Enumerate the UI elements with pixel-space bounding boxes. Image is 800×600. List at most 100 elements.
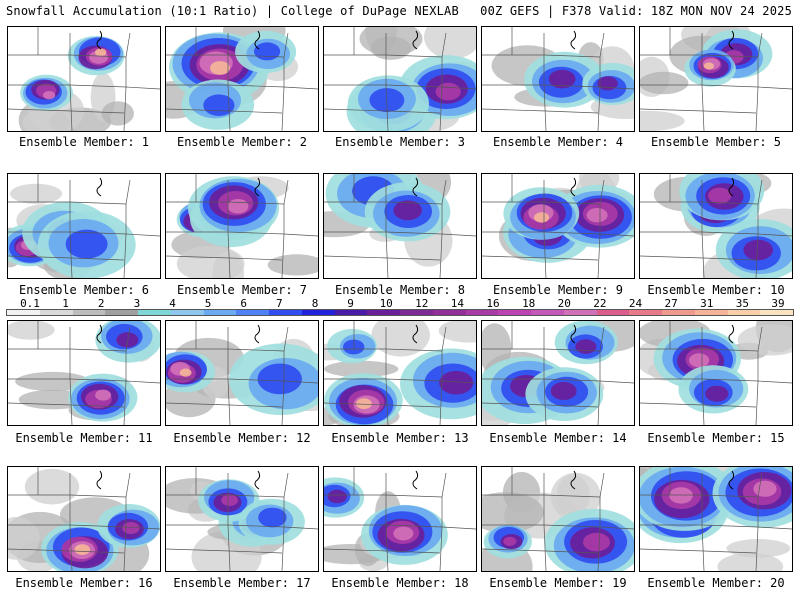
page-title: Snowfall Accumulation (10:1 Ratio) | Col…	[6, 4, 459, 18]
snow-contour	[717, 552, 784, 571]
state-boundary	[281, 233, 285, 278]
state-boundary	[385, 524, 389, 571]
snowfall-map	[166, 27, 318, 131]
colorbar-tick-label: 7	[275, 297, 283, 310]
state-boundary	[324, 255, 389, 259]
state-boundary	[69, 378, 73, 425]
state-boundary	[283, 86, 318, 90]
snowfall-map	[640, 321, 792, 425]
colorbar-tick-label: 39	[771, 297, 785, 310]
state-boundary	[703, 110, 757, 114]
state-boundary	[597, 380, 601, 425]
snowfall-map	[8, 27, 160, 131]
snowfall-map	[640, 174, 792, 278]
boundary-detail	[570, 30, 577, 50]
ensemble-map-13	[323, 320, 477, 426]
state-boundary	[166, 548, 231, 552]
ensemble-map-9	[481, 173, 635, 279]
state-boundary	[8, 548, 73, 552]
colorbar-tick-label: 16	[486, 297, 500, 310]
member-label: Ensemble Member: 11	[15, 431, 153, 445]
state-boundary	[229, 404, 283, 408]
colorbar-swatch	[465, 310, 499, 315]
ensemble-map-19	[481, 466, 635, 572]
ensemble-map-7	[165, 173, 319, 279]
state-boundary	[324, 108, 389, 112]
ensemble-map-6	[7, 173, 161, 279]
boundary-detail	[412, 324, 419, 344]
colorbar-swatch	[694, 310, 728, 315]
state-boundary	[441, 526, 476, 530]
colorbar-tick-label: 31	[700, 297, 714, 310]
colorbar-swatch	[138, 310, 171, 315]
snowfall-map	[324, 174, 476, 278]
boundary-detail	[254, 324, 261, 344]
state-boundary	[543, 524, 547, 571]
state-boundary	[441, 380, 476, 384]
snow-contour	[703, 62, 714, 70]
state-boundary	[482, 108, 547, 112]
snowfall-map	[482, 467, 634, 571]
member-label: Ensemble Member: 12	[173, 431, 311, 445]
snow-contour	[550, 382, 577, 400]
state-boundary	[125, 380, 160, 384]
state-boundary	[482, 402, 547, 406]
snow-contour	[708, 187, 732, 204]
boundary-detail	[412, 30, 419, 50]
state-boundary	[701, 84, 705, 131]
ensemble-map-20	[639, 466, 793, 572]
state-boundary	[123, 86, 127, 131]
snowfall-map	[166, 321, 318, 425]
snow-contour	[435, 82, 461, 101]
state-boundary	[439, 86, 443, 131]
state-boundary	[281, 86, 285, 131]
snowfall-map	[324, 321, 476, 425]
colorbar-tick-label: 6	[240, 297, 247, 310]
colorbar-swatch	[7, 310, 40, 315]
state-boundary	[755, 380, 759, 425]
snowfall-map	[8, 321, 160, 425]
snow-contour	[95, 389, 112, 401]
snow-contour	[640, 110, 685, 131]
state-boundary	[545, 404, 599, 408]
state-boundary	[439, 526, 443, 571]
state-boundary	[283, 526, 318, 530]
state-boundary	[597, 86, 601, 131]
snowfall-map	[166, 467, 318, 571]
member-label: Ensemble Member: 18	[331, 576, 469, 590]
colorbar-swatch	[367, 310, 400, 315]
snow-contour	[640, 71, 689, 95]
state-boundary	[640, 548, 705, 552]
state-boundary	[703, 550, 757, 554]
colorbar-swatch	[563, 310, 597, 315]
snow-contour	[371, 321, 430, 357]
snow-contour	[65, 229, 108, 259]
snow-contour	[95, 48, 107, 57]
state-boundary	[701, 524, 705, 571]
ensemble-map-5	[639, 26, 793, 132]
ensemble-map-10	[639, 173, 793, 279]
snow-contour	[203, 94, 235, 116]
state-boundary	[599, 86, 634, 90]
member-label: Ensemble Member: 6	[18, 283, 150, 297]
snow-contour	[705, 385, 729, 402]
state-boundary	[69, 84, 73, 131]
colorbar-swatch	[498, 310, 531, 315]
state-boundary	[703, 257, 757, 261]
member-label: Ensemble Member: 4	[492, 135, 624, 149]
boundary-detail	[254, 470, 261, 490]
state-boundary	[757, 233, 792, 237]
boundary-detail	[728, 324, 735, 344]
colorbar-swatch	[203, 310, 237, 315]
state-boundary	[69, 524, 73, 571]
state-boundary	[599, 380, 634, 384]
state-boundary	[599, 526, 634, 530]
state-boundary	[439, 233, 443, 278]
ensemble-map-18	[323, 466, 477, 572]
member-label: Ensemble Member: 17	[173, 576, 311, 590]
state-boundary	[8, 108, 73, 112]
snow-contour	[327, 489, 347, 504]
state-boundary	[227, 84, 231, 131]
member-label: Ensemble Member: 14	[489, 431, 627, 445]
snow-contour	[43, 91, 56, 100]
